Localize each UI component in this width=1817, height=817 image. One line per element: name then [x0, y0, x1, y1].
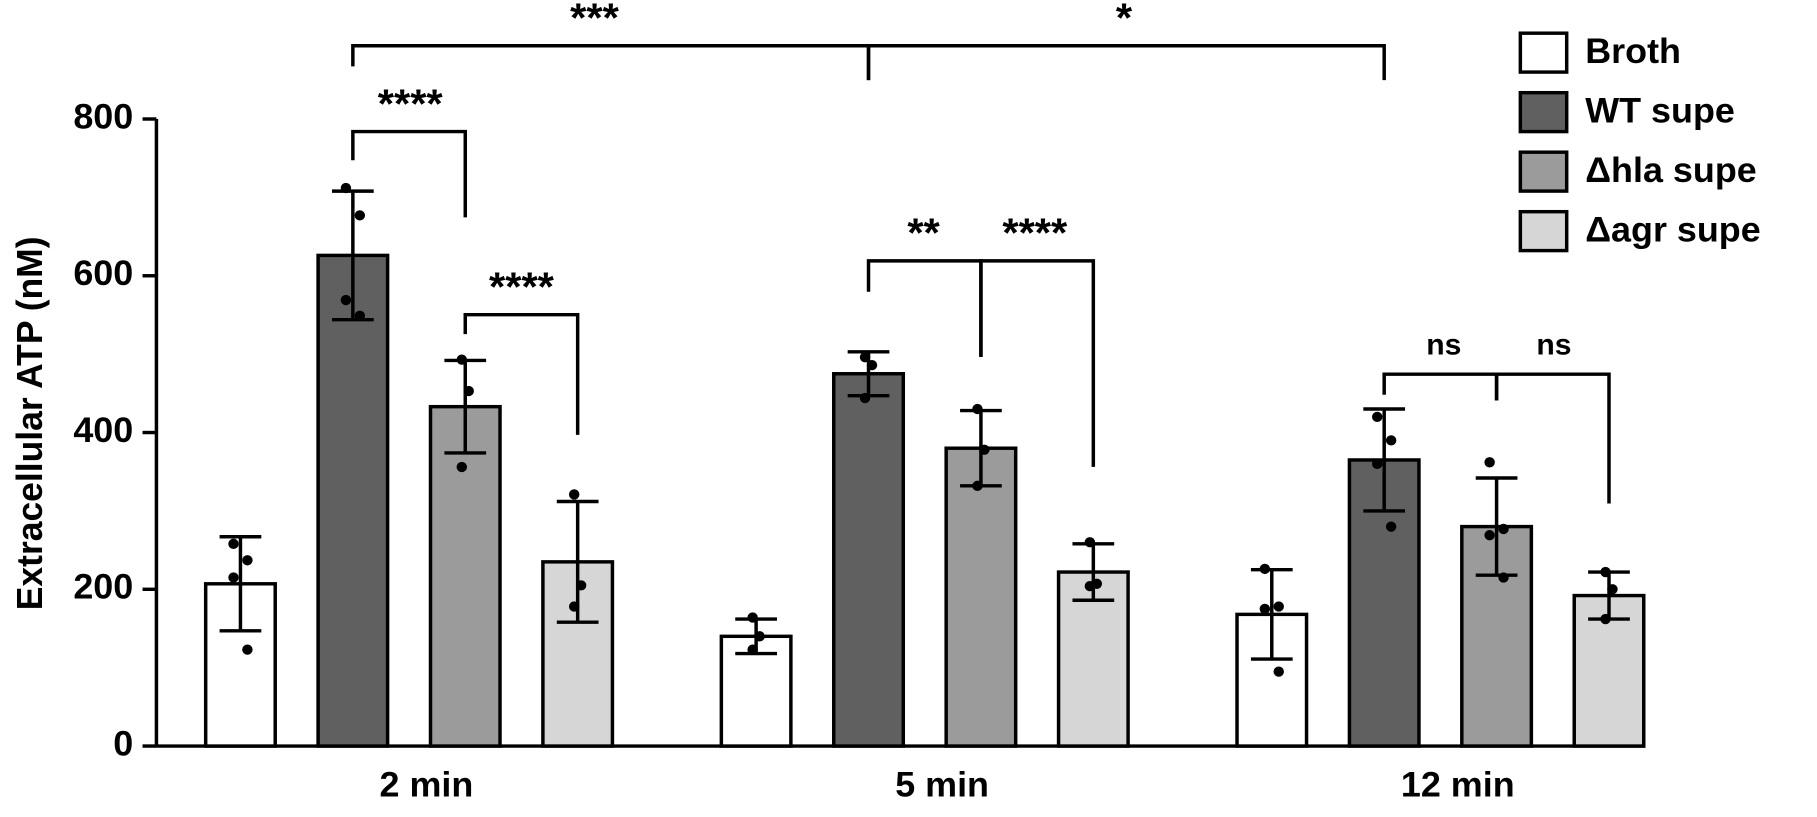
significance-label: ns	[1536, 329, 1571, 362]
significance-bracket	[351, 129, 467, 218]
data-point	[1259, 603, 1271, 615]
significance-bracket	[351, 44, 871, 81]
data-point	[866, 359, 878, 371]
bar	[428, 404, 502, 748]
data-point	[456, 461, 467, 473]
x-tick-label: 5 min	[895, 765, 989, 805]
data-point	[754, 631, 765, 642]
significance-label: ns	[1426, 329, 1461, 362]
legend-swatch	[1518, 209, 1569, 253]
legend-label: Δagr supe	[1585, 210, 1761, 250]
data-point	[1607, 584, 1618, 595]
legend-swatch	[1518, 150, 1569, 193]
data-point	[463, 385, 474, 397]
data-point	[242, 644, 253, 655]
data-point	[859, 392, 871, 404]
significance-label: *	[1116, 0, 1133, 40]
significance-label: **	[907, 209, 940, 256]
data-point	[859, 352, 871, 363]
data-point	[1600, 566, 1611, 578]
data-point	[568, 601, 580, 612]
data-point	[972, 480, 983, 491]
significance-bracket	[1382, 372, 1499, 401]
data-point	[575, 580, 587, 591]
data-point	[1273, 601, 1284, 612]
data-point	[340, 294, 352, 306]
legend-label: Broth	[1585, 31, 1681, 71]
data-point	[1273, 666, 1284, 677]
data-point	[972, 403, 983, 415]
x-tick-label: 12 min	[1401, 765, 1515, 805]
bar	[832, 372, 906, 748]
data-point	[1259, 563, 1271, 575]
data-point	[1484, 530, 1495, 541]
legend-label: WT supe	[1585, 91, 1735, 131]
y-tick-label: 600	[73, 253, 133, 293]
data-point	[1498, 523, 1509, 535]
data-point	[1372, 458, 1383, 470]
bar	[316, 253, 390, 748]
significance-label: ****	[378, 80, 444, 127]
data-point	[979, 444, 990, 455]
legend-swatch	[1518, 90, 1569, 134]
x-tick-label: 2 min	[380, 765, 474, 805]
data-point	[1385, 521, 1397, 532]
data-point	[354, 310, 366, 321]
significance-label: ****	[489, 263, 555, 310]
significance-label: ***	[570, 0, 620, 40]
y-tick-label: 400	[73, 410, 133, 450]
y-tick-label: 800	[73, 97, 133, 137]
data-point	[747, 612, 758, 623]
significance-label: ****	[1002, 209, 1068, 256]
significance-bracket	[866, 44, 1386, 81]
data-point	[1385, 435, 1397, 446]
data-point	[1084, 581, 1096, 592]
data-point	[1484, 457, 1495, 468]
y-tick-label: 200	[73, 567, 133, 607]
data-point	[747, 644, 758, 655]
data-point	[568, 489, 580, 500]
y-tick-label: 0	[113, 724, 133, 764]
significance-bracket	[866, 259, 983, 358]
significance-bracket	[1494, 372, 1611, 504]
y-axis-label: Extracellular ATP (nM)	[10, 236, 50, 610]
significance-bracket	[979, 259, 1096, 467]
data-point	[228, 572, 239, 583]
bar	[944, 446, 1018, 748]
data-point	[1084, 537, 1096, 548]
legend-swatch	[1518, 31, 1569, 74]
data-point	[228, 538, 239, 549]
data-point	[1498, 572, 1509, 583]
significance-bracket	[463, 312, 580, 435]
data-point	[1372, 411, 1383, 423]
data-point	[242, 555, 253, 566]
legend-label: Δhla supe	[1585, 150, 1756, 190]
data-point	[354, 210, 366, 221]
data-point	[340, 182, 352, 194]
data-point	[456, 354, 467, 365]
data-point	[1600, 613, 1611, 625]
